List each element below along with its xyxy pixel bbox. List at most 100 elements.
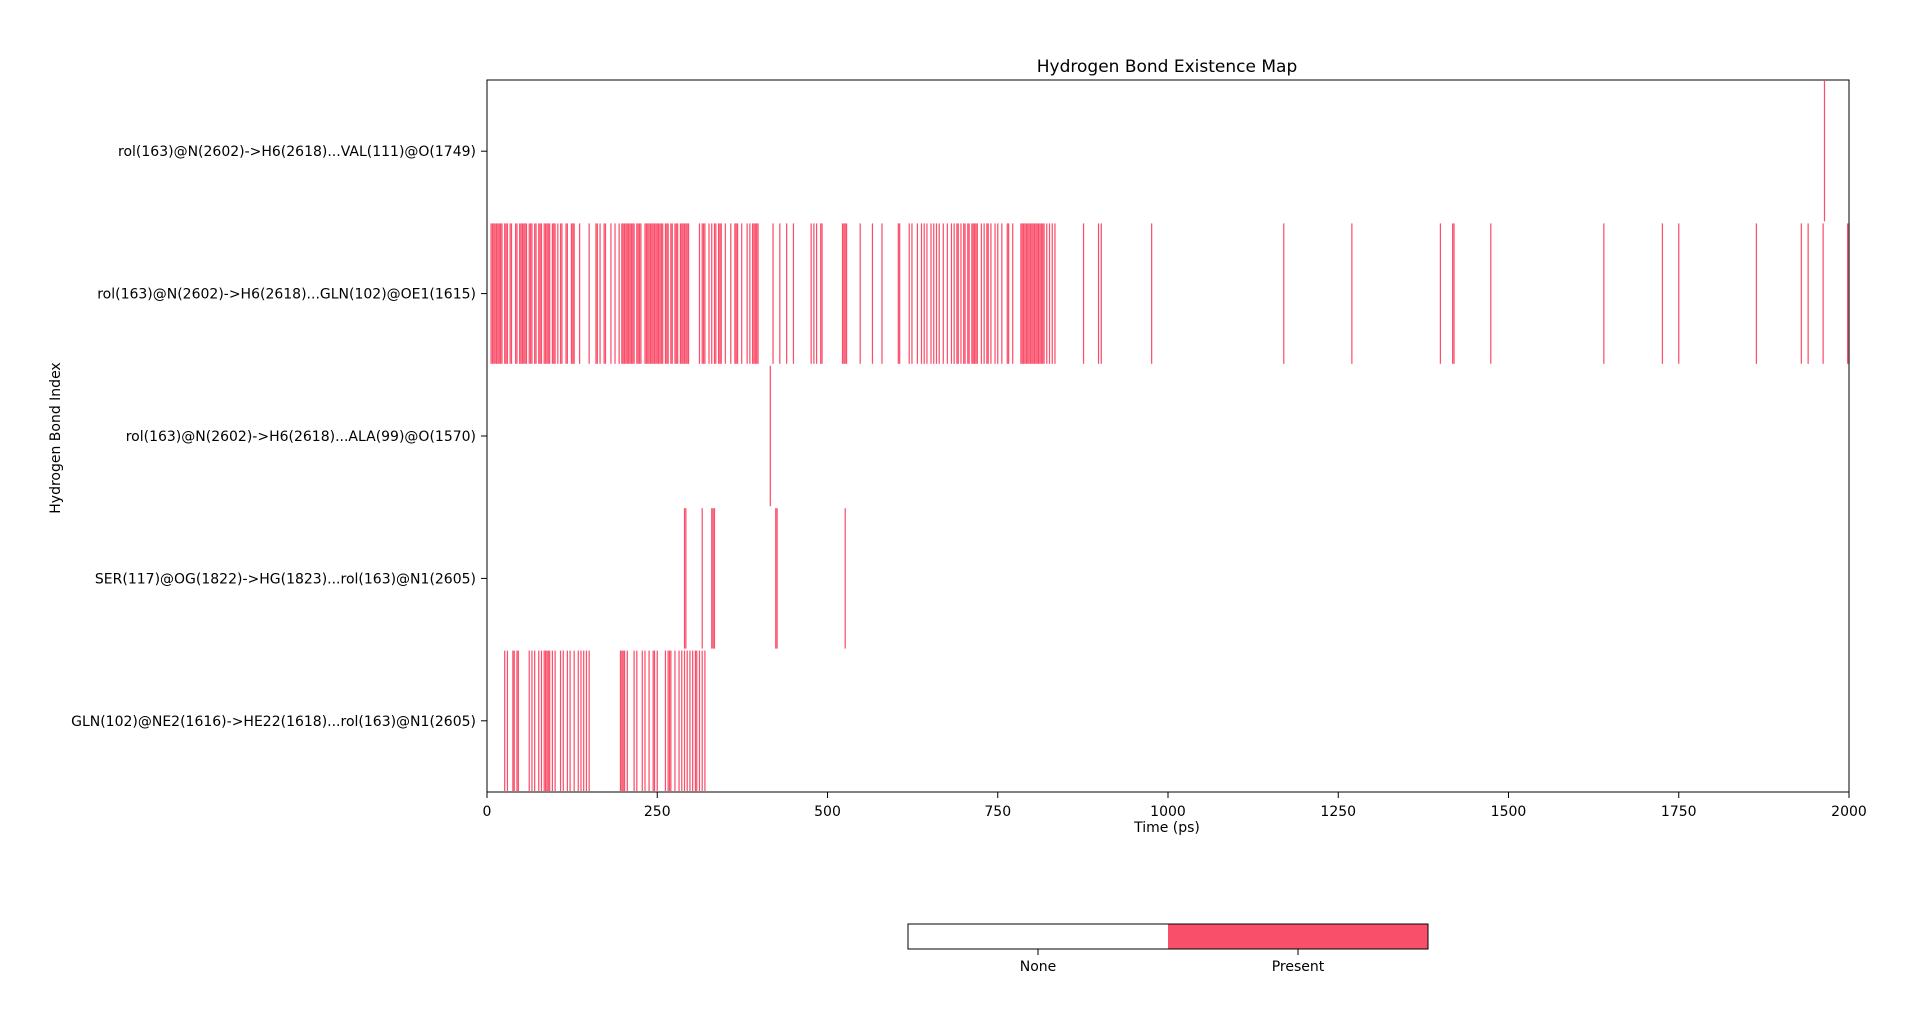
- presence-bar: [779, 223, 781, 364]
- presence-bar: [544, 650, 547, 791]
- presence-bar: [960, 223, 962, 364]
- presence-bar: [554, 650, 556, 791]
- presence-bar: [701, 650, 703, 791]
- presence-bar: [696, 650, 698, 791]
- presence-bar: [549, 223, 551, 364]
- presence-bar: [685, 508, 687, 649]
- presence-bar: [668, 650, 671, 791]
- presence-bar: [610, 223, 612, 364]
- presence-bar: [677, 223, 679, 364]
- bars-layer: [490, 81, 1850, 791]
- presence-bar: [645, 223, 647, 364]
- presence-bar: [711, 508, 713, 649]
- presence-bar: [1035, 223, 1037, 364]
- chart-title: Hydrogen Bond Existence Map: [1037, 57, 1297, 77]
- presence-bar: [930, 223, 932, 364]
- presence-bar: [644, 223, 646, 364]
- presence-bar: [692, 650, 694, 791]
- legend-label-none: None: [1020, 959, 1057, 975]
- presence-bar: [516, 650, 518, 791]
- x-tick-label: 1500: [1491, 804, 1527, 820]
- presence-bar: [641, 650, 643, 791]
- presence-bar: [735, 223, 737, 364]
- presence-bar: [500, 223, 502, 364]
- presence-bar: [685, 223, 687, 364]
- presence-bar: [524, 223, 526, 364]
- presence-bar: [704, 223, 706, 364]
- presence-bar: [679, 223, 682, 364]
- presence-bar: [746, 223, 748, 364]
- presence-bar: [841, 223, 844, 364]
- presence-bar: [938, 223, 940, 364]
- presence-bar: [543, 223, 545, 364]
- presence-bar: [976, 223, 978, 364]
- presence-bar: [604, 223, 607, 364]
- presence-bar: [625, 223, 627, 364]
- presence-bar: [1051, 223, 1053, 364]
- presence-bar: [711, 223, 713, 364]
- presence-bar: [632, 223, 634, 364]
- presence-bar: [544, 223, 547, 364]
- presence-bar: [553, 223, 555, 364]
- presence-bar: [986, 223, 988, 364]
- presence-bar: [1822, 223, 1824, 364]
- presence-bar: [664, 223, 667, 364]
- presence-bar: [566, 223, 568, 364]
- presence-bar: [698, 223, 701, 364]
- presence-bar: [987, 223, 989, 364]
- presence-bar: [810, 223, 812, 364]
- presence-bar: [792, 223, 795, 364]
- presence-bar: [1001, 223, 1003, 364]
- presence-bar: [490, 223, 492, 364]
- legend-frame: [907, 923, 1429, 950]
- presence-bar: [957, 223, 959, 364]
- presence-bar: [540, 650, 543, 791]
- presence-bar: [495, 223, 498, 364]
- presence-bar: [1054, 223, 1056, 364]
- presence-bar: [1040, 223, 1042, 364]
- presence-bar: [719, 223, 721, 364]
- presence-bar: [506, 650, 509, 791]
- presence-bar: [506, 223, 509, 364]
- presence-bar: [599, 223, 601, 364]
- presence-bar: [633, 650, 635, 791]
- presence-bar: [551, 650, 553, 791]
- presence-bar: [712, 508, 714, 649]
- presence-bar: [671, 223, 673, 364]
- presence-bar: [521, 223, 524, 364]
- presence-bar: [539, 223, 541, 364]
- presence-bar: [953, 223, 955, 364]
- presence-bar: [637, 223, 639, 364]
- presence-bar: [674, 650, 676, 791]
- presence-bar: [1036, 223, 1038, 364]
- presence-bar: [681, 650, 683, 791]
- presence-bar: [525, 223, 528, 364]
- presence-bar: [535, 223, 537, 364]
- presence-bar: [772, 223, 774, 364]
- presence-bar: [622, 650, 624, 791]
- presence-bar: [682, 223, 684, 364]
- presence-bar: [505, 223, 507, 364]
- presence-bar: [1031, 223, 1033, 364]
- presence-bar: [653, 650, 656, 791]
- presence-bar: [1097, 223, 1100, 364]
- presence-bar: [843, 223, 845, 364]
- presence-bar: [983, 223, 985, 364]
- presence-bar: [546, 650, 548, 791]
- presence-bar: [1351, 223, 1353, 364]
- presence-bar: [845, 223, 848, 364]
- presence-bar: [493, 223, 495, 364]
- presence-bar: [956, 223, 958, 364]
- presence-bar: [618, 223, 620, 364]
- presence-bar: [1661, 223, 1664, 364]
- presence-bar: [516, 223, 518, 364]
- presence-bar: [844, 508, 846, 649]
- presence-bar: [652, 650, 654, 791]
- presence-bar: [653, 223, 656, 364]
- presence-bar: [1024, 223, 1026, 364]
- presence-bar: [1008, 223, 1010, 364]
- x-axis-label: Time (ps): [1133, 820, 1200, 836]
- presence-bar: [662, 223, 664, 364]
- presence-bar: [619, 650, 622, 791]
- presence-bar: [512, 650, 514, 791]
